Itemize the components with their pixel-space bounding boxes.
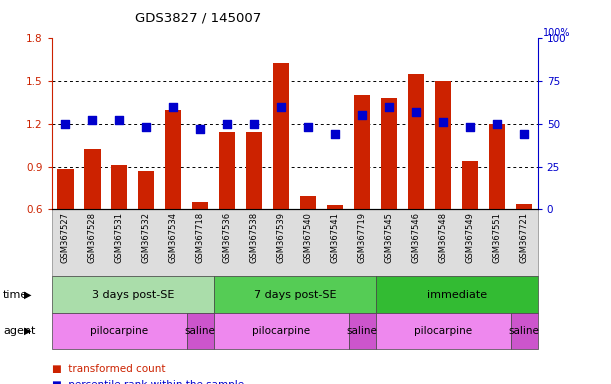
Point [357,112,367,118]
Text: pilocarpine: pilocarpine [90,326,148,336]
Point [196,126,205,132]
Bar [57,169,73,209]
Point [249,121,259,127]
Point [411,109,421,115]
Bar [84,149,100,209]
Text: saline: saline [185,326,216,336]
Point [222,121,232,127]
Point [142,124,152,130]
Bar [435,81,452,209]
Bar [138,171,155,209]
Bar [327,205,343,209]
Text: saline: saline [509,326,540,336]
Bar [462,161,478,209]
Bar [408,74,424,209]
Text: immediate: immediate [426,290,487,300]
Bar [246,132,262,209]
Point [492,121,502,127]
Bar [489,124,505,209]
Text: ▶: ▶ [24,326,32,336]
Text: saline: saline [347,326,378,336]
Bar [165,109,181,209]
Text: ■  transformed count: ■ transformed count [52,364,166,374]
Point [519,131,529,137]
Text: ▶: ▶ [24,290,32,300]
Text: GDS3827 / 145007: GDS3827 / 145007 [134,12,261,25]
Text: time: time [3,290,28,300]
Text: ■  percentile rank within the sample: ■ percentile rank within the sample [52,380,244,384]
Point [169,104,178,110]
Point [331,131,340,137]
Text: 100%: 100% [543,28,570,38]
Point [384,104,394,110]
Bar [219,132,235,209]
Bar [111,165,128,209]
Point [304,124,313,130]
Text: 7 days post-SE: 7 days post-SE [254,290,336,300]
Bar [381,98,397,209]
Point [276,104,286,110]
Point [438,119,448,125]
Bar [516,204,532,209]
Text: pilocarpine: pilocarpine [414,326,472,336]
Bar [354,95,370,209]
Text: pilocarpine: pilocarpine [252,326,310,336]
Text: 3 days post-SE: 3 days post-SE [92,290,174,300]
Bar [273,63,290,209]
Bar [300,197,316,209]
Point [87,118,97,124]
Text: agent: agent [3,326,35,336]
Point [60,121,70,127]
Point [466,124,475,130]
Bar [192,202,208,209]
Point [114,118,124,124]
